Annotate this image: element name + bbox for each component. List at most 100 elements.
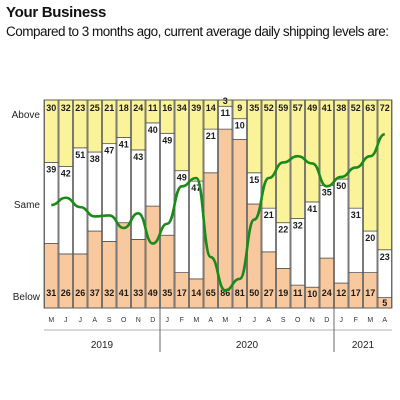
- data-label-above-5: 18: [119, 103, 129, 113]
- bar-same-7: [145, 122, 160, 207]
- data-label-above-20: 38: [336, 103, 346, 113]
- data-label-above-18: 49: [307, 103, 317, 113]
- data-label-above-11: 14: [206, 103, 216, 113]
- bar-below-4: [102, 241, 117, 309]
- month-label-6: N: [136, 317, 141, 324]
- data-label-above-22: 63: [365, 103, 375, 113]
- data-label-above-16: 59: [278, 103, 288, 113]
- month-label-0: M: [48, 317, 54, 324]
- data-label-below-4: 32: [104, 288, 114, 298]
- data-label-below-10: 14: [191, 288, 201, 298]
- month-label-13: J: [238, 317, 242, 324]
- data-label-same-2: 51: [75, 150, 85, 160]
- bar-same-5: [116, 137, 131, 224]
- month-label-2: J: [79, 317, 83, 324]
- data-label-above-19: 41: [322, 103, 332, 113]
- chart-title: Your Business: [6, 4, 107, 21]
- data-label-above-6: 24: [133, 103, 143, 113]
- data-label-below-15: 27: [264, 288, 274, 298]
- data-label-above-1: 32: [61, 103, 71, 113]
- month-label-8: J: [166, 317, 170, 324]
- data-label-same-6: 43: [133, 152, 143, 162]
- bars-group: 3139302642322651233738253247214141183343…: [44, 96, 392, 309]
- data-label-same-3: 38: [90, 154, 100, 164]
- bar-below-2: [73, 253, 88, 309]
- data-label-same-21: 31: [351, 210, 361, 220]
- month-label-19: D: [324, 317, 329, 324]
- bar-same-6: [131, 149, 146, 240]
- month-label-18: N: [310, 317, 315, 324]
- year-label-2021: 2021: [352, 340, 375, 351]
- data-label-same-13: 10: [235, 121, 245, 131]
- data-label-below-21: 17: [351, 288, 361, 298]
- month-label-3: A: [92, 317, 97, 324]
- data-label-below-14: 50: [249, 288, 259, 298]
- data-label-same-22: 20: [365, 233, 375, 243]
- data-label-below-7: 49: [148, 288, 158, 298]
- data-label-above-23: 72: [380, 103, 390, 113]
- data-label-below-23: 5: [382, 298, 387, 308]
- bar-below-15: [261, 251, 276, 309]
- bar-below-0: [44, 243, 59, 309]
- bar-same-1: [58, 166, 73, 255]
- data-label-above-13: 9: [237, 103, 242, 113]
- data-label-same-20: 50: [336, 181, 346, 191]
- data-label-same-7: 40: [148, 125, 158, 135]
- data-label-below-11: 65: [206, 288, 216, 298]
- net-line-group: [51, 133, 386, 292]
- year-label-2020: 2020: [236, 340, 259, 351]
- month-label-9: F: [180, 317, 184, 324]
- data-label-above-21: 52: [351, 103, 361, 113]
- data-label-same-8: 49: [162, 135, 172, 145]
- data-label-same-10: 47: [191, 183, 201, 193]
- month-label-23: A: [382, 317, 387, 324]
- data-label-same-0: 39: [46, 164, 56, 174]
- data-label-above-4: 21: [104, 103, 114, 113]
- month-label-20: J: [340, 317, 344, 324]
- data-label-above-7: 11: [148, 103, 158, 113]
- data-label-same-4: 47: [104, 146, 114, 156]
- data-label-above-10: 39: [191, 103, 201, 113]
- month-label-17: O: [295, 317, 301, 324]
- month-label-5: O: [121, 317, 127, 324]
- bar-same-4: [102, 143, 117, 242]
- bar-below-1: [58, 253, 73, 309]
- month-label-16: S: [281, 317, 286, 324]
- data-label-same-18: 41: [307, 204, 317, 214]
- month-label-22: M: [367, 317, 373, 324]
- bar-above-22: [363, 99, 378, 232]
- net-line: [51, 133, 386, 292]
- data-label-above-14: 35: [249, 103, 259, 113]
- month-label-4: S: [107, 317, 112, 324]
- bar-same-2: [73, 147, 88, 255]
- data-label-below-8: 35: [162, 288, 172, 298]
- data-label-below-17: 11: [293, 288, 303, 298]
- data-label-below-20: 12: [336, 288, 346, 298]
- data-label-below-22: 17: [365, 288, 375, 298]
- data-label-below-19: 24: [322, 288, 332, 298]
- row-label-above: Above: [12, 110, 41, 121]
- month-label-12: M: [222, 317, 228, 324]
- data-label-below-6: 33: [133, 288, 143, 298]
- data-label-same-14: 15: [249, 175, 259, 185]
- year-label-2019: 2019: [91, 340, 114, 351]
- data-label-same-23: 23: [380, 252, 390, 262]
- data-label-same-16: 22: [278, 225, 288, 235]
- data-label-same-12: 11: [220, 108, 230, 118]
- data-label-same-15: 21: [264, 210, 274, 220]
- data-label-above-15: 52: [264, 103, 274, 113]
- bar-below-19: [319, 257, 334, 309]
- data-label-same-19: 35: [322, 187, 332, 197]
- row-label-same: Same: [14, 200, 41, 211]
- data-label-above-12: 3: [223, 96, 228, 106]
- month-label-7: D: [150, 317, 155, 324]
- month-label-11: A: [208, 317, 213, 324]
- plot-frame: [43, 99, 393, 309]
- data-label-above-0: 30: [46, 103, 56, 113]
- data-label-above-8: 16: [162, 103, 172, 113]
- month-label-14: J: [253, 317, 257, 324]
- data-label-same-1: 42: [61, 169, 71, 179]
- bar-above-21: [348, 99, 363, 209]
- month-label-10: M: [193, 317, 199, 324]
- data-label-below-16: 19: [278, 288, 288, 298]
